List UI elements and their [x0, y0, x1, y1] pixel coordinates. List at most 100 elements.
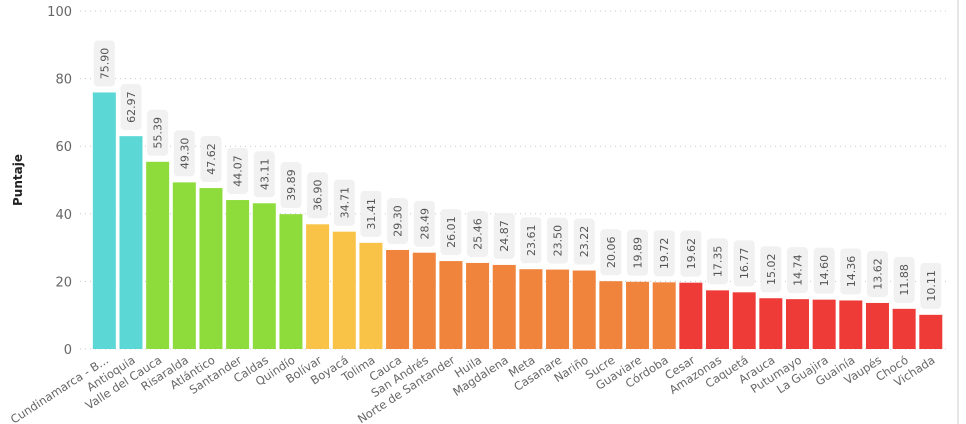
data-label-box	[600, 229, 622, 276]
data-label: 24.87	[498, 220, 511, 252]
bar	[679, 282, 703, 349]
data-label-box	[813, 247, 835, 294]
bar	[146, 161, 170, 349]
bar	[119, 136, 143, 349]
y-axis-ticks: 0 20 40 60 80 100	[47, 5, 72, 358]
data-label: 26.01	[445, 216, 458, 248]
data-label: 19.89	[632, 237, 645, 268]
bar	[865, 302, 889, 349]
data-label-box	[786, 247, 808, 294]
data-label: 62.97	[125, 91, 138, 123]
bar	[252, 203, 276, 349]
data-label: 13.62	[871, 258, 884, 290]
data-label-box	[173, 130, 195, 177]
y-tick-label: 80	[55, 73, 72, 88]
bar	[172, 182, 196, 349]
bar	[226, 200, 250, 349]
data-label: 14.36	[845, 256, 858, 288]
bar	[546, 269, 570, 349]
data-label: 36.90	[312, 180, 325, 212]
bar	[332, 231, 356, 349]
bar	[706, 290, 730, 349]
bar	[892, 308, 916, 349]
data-label: 29.30	[392, 205, 405, 237]
y-tick-label: 40	[55, 208, 72, 223]
bar	[732, 292, 756, 349]
bar	[359, 242, 383, 349]
data-label: 47.62	[205, 143, 218, 175]
bar	[919, 314, 943, 349]
data-label-box	[840, 248, 862, 295]
bars	[92, 92, 943, 349]
bar	[626, 281, 650, 349]
data-label: 16.77	[738, 248, 751, 280]
data-label-box	[733, 240, 755, 287]
data-label-box	[120, 84, 142, 131]
data-label: 23.50	[552, 225, 565, 257]
bar	[306, 224, 330, 349]
data-label: 75.90	[98, 48, 111, 80]
data-label: 43.11	[258, 159, 271, 191]
data-label: 19.72	[658, 238, 671, 270]
y-axis-label: Puntaje	[11, 154, 25, 206]
bar	[279, 214, 303, 349]
data-label-box	[760, 246, 782, 293]
data-label-box	[333, 179, 355, 226]
data-label-box	[387, 197, 409, 244]
data-label-box	[280, 162, 302, 209]
data-label-box	[653, 230, 675, 277]
data-label-box	[707, 238, 729, 285]
bar	[759, 298, 783, 349]
scrollbar-edge	[957, 0, 959, 424]
data-label-box	[253, 151, 275, 198]
data-label: 28.49	[418, 208, 431, 240]
data-label: 55.39	[152, 117, 165, 149]
bar	[785, 299, 809, 349]
data-label: 19.62	[685, 238, 698, 269]
data-label: 17.35	[712, 246, 725, 278]
data-label: 14.60	[818, 255, 831, 287]
bar	[412, 252, 436, 349]
data-label: 10.11	[925, 270, 938, 302]
data-label-box	[467, 210, 489, 257]
data-label-box	[413, 200, 435, 247]
data-label: 49.30	[178, 138, 191, 170]
data-label: 11.88	[898, 264, 911, 296]
data-label: 25.46	[472, 218, 485, 250]
data-labels: 75.90 62.97 55.39 49.30 47.62 44.07 43.11 39.89…	[93, 40, 942, 309]
data-label-box	[573, 218, 595, 265]
data-label-box	[680, 230, 702, 277]
data-label-box	[866, 250, 888, 297]
bar	[652, 282, 676, 349]
bar	[572, 270, 596, 349]
data-label: 23.61	[525, 224, 538, 256]
data-label-box	[493, 212, 515, 259]
data-label-box	[547, 217, 569, 264]
data-label-box	[227, 148, 249, 195]
data-label: 34.71	[338, 187, 351, 219]
bar	[466, 262, 490, 349]
bar	[92, 92, 116, 349]
bar	[519, 269, 543, 349]
data-label-box	[627, 229, 649, 276]
bar	[439, 261, 463, 349]
bar	[599, 281, 623, 349]
data-label-box	[147, 109, 169, 156]
data-label: 31.41	[365, 198, 378, 230]
bar	[199, 188, 223, 349]
y-tick-label: 0	[64, 343, 72, 358]
data-label: 44.07	[232, 155, 245, 187]
bar	[839, 300, 863, 349]
data-label-box	[360, 190, 382, 237]
data-label-box	[307, 172, 329, 219]
data-label-box	[893, 256, 915, 303]
data-label: 14.74	[791, 254, 804, 286]
data-label-box	[920, 262, 942, 309]
data-label: 15.02	[765, 253, 778, 285]
y-tick-label: 60	[55, 140, 72, 155]
data-label-box	[520, 217, 542, 264]
bar	[492, 264, 516, 349]
y-tick-label: 100	[47, 5, 72, 20]
